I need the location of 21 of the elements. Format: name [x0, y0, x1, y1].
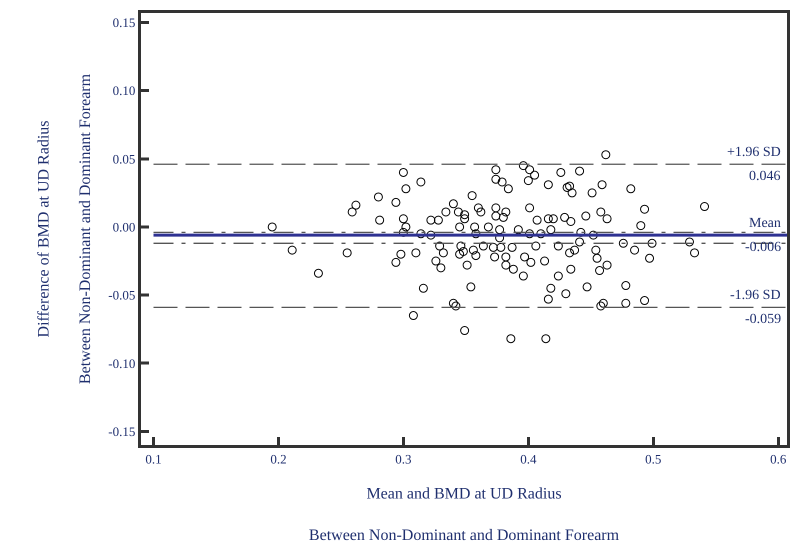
x-tick-label: 0.2 [270, 452, 287, 467]
text: Difference of BMD at UD Radius Between Non-Dominant and Dominant Forearm [36, 74, 94, 384]
y-tick-label: 0.10 [112, 83, 136, 98]
y-tick-label: -0.15 [108, 424, 136, 439]
y-tick-label: -0.05 [108, 288, 136, 303]
text: Mean and BMD at UD Radius Between Non-Dominant and Dominant Forearm [308, 485, 620, 544]
y-tick-label: 0.05 [112, 151, 136, 166]
annotation: -0.006 [745, 240, 782, 255]
ref-line-label: +1.96 SD [727, 145, 781, 160]
x-tick-label: 0.3 [395, 452, 412, 467]
annotation: 0.046 [749, 169, 780, 184]
y-tick-label: -0.10 [108, 356, 136, 371]
annotation: -0.059 [745, 312, 782, 327]
x-tick-label: 0.5 [645, 452, 662, 467]
ref-line-label: -1.96 SD [730, 288, 781, 303]
y-tick-label: 0.00 [112, 220, 136, 235]
x-tick-label: 0.1 [145, 452, 162, 467]
ref-line-label: Mean [749, 216, 781, 231]
x-tick-label: 0.6 [770, 452, 787, 467]
y-tick-label: 0.15 [112, 15, 136, 30]
x-tick-label: 0.4 [520, 452, 537, 467]
